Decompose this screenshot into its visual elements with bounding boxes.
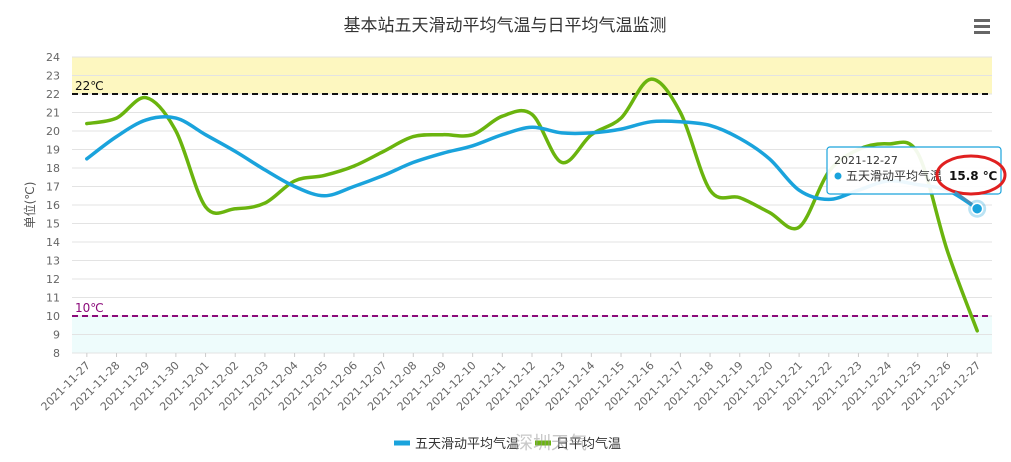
y-tick-label: 23 bbox=[46, 70, 60, 83]
y-tick-label: 20 bbox=[46, 125, 60, 138]
y-tick-label: 17 bbox=[46, 181, 60, 194]
y-tick-label: 10 bbox=[46, 310, 60, 323]
y-tick-label: 15 bbox=[46, 218, 60, 231]
y-tick-label: 13 bbox=[46, 255, 60, 268]
threshold-label-10: 10℃ bbox=[75, 301, 104, 315]
menu-icon[interactable] bbox=[974, 19, 990, 34]
annotation-circle bbox=[935, 154, 1007, 196]
y-tick-label: 8 bbox=[53, 347, 60, 360]
y-tick-label: 14 bbox=[46, 236, 60, 249]
tooltip-series-name: 五天滑动平均气温 bbox=[846, 168, 942, 183]
annotation-pointer bbox=[954, 190, 973, 206]
legend-daily-label: 日平均气温 bbox=[556, 436, 621, 452]
y-axis-label: 单位(℃) bbox=[22, 182, 37, 229]
hover-marker bbox=[970, 202, 984, 215]
y-tick-label: 11 bbox=[46, 292, 60, 305]
y-tick-label: 12 bbox=[46, 273, 60, 286]
y-tick-label: 9 bbox=[53, 329, 60, 342]
tooltip-value: 15.8 ℃ bbox=[949, 169, 997, 183]
tooltip-date: 2021-12-27 bbox=[834, 154, 898, 167]
legend-item-5day[interactable]: 五天滑动平均气温 bbox=[394, 436, 519, 452]
y-tick-label: 16 bbox=[46, 199, 60, 212]
y-axis-ticks: 8 9 10 11 12 13 14 15 16 17 18 19 20 21 22 23 24 bbox=[46, 51, 60, 360]
threshold-label-22: 22℃ bbox=[75, 79, 104, 93]
x-axis-ticks: 2021-11-272021-11-282021-11-292021-11-30… bbox=[39, 353, 983, 413]
y-tick-label: 21 bbox=[46, 107, 60, 120]
y-tick-label: 22 bbox=[46, 88, 60, 101]
legend-5day-label: 五天滑动平均气温 bbox=[415, 436, 519, 452]
y-tick-label: 19 bbox=[46, 144, 60, 157]
y-tick-label: 18 bbox=[46, 162, 60, 175]
chart-title: 基本站五天滑动平均气温与日平均气温监测 bbox=[344, 16, 667, 36]
legend-item-daily[interactable]: 日平均气温 bbox=[535, 436, 621, 452]
grid-lines bbox=[72, 56, 992, 354]
tooltip-series-dot bbox=[834, 172, 842, 180]
y-tick-label: 24 bbox=[46, 51, 60, 64]
tooltip: 2021-12-27 五天滑动平均气温 15.8 ℃ bbox=[826, 146, 1007, 206]
threshold-lines: 22℃ 10℃ bbox=[72, 79, 992, 317]
legend: 五天滑动平均气温 日平均气温 bbox=[394, 436, 621, 452]
watermark: 深圳天气 bbox=[515, 433, 587, 454]
